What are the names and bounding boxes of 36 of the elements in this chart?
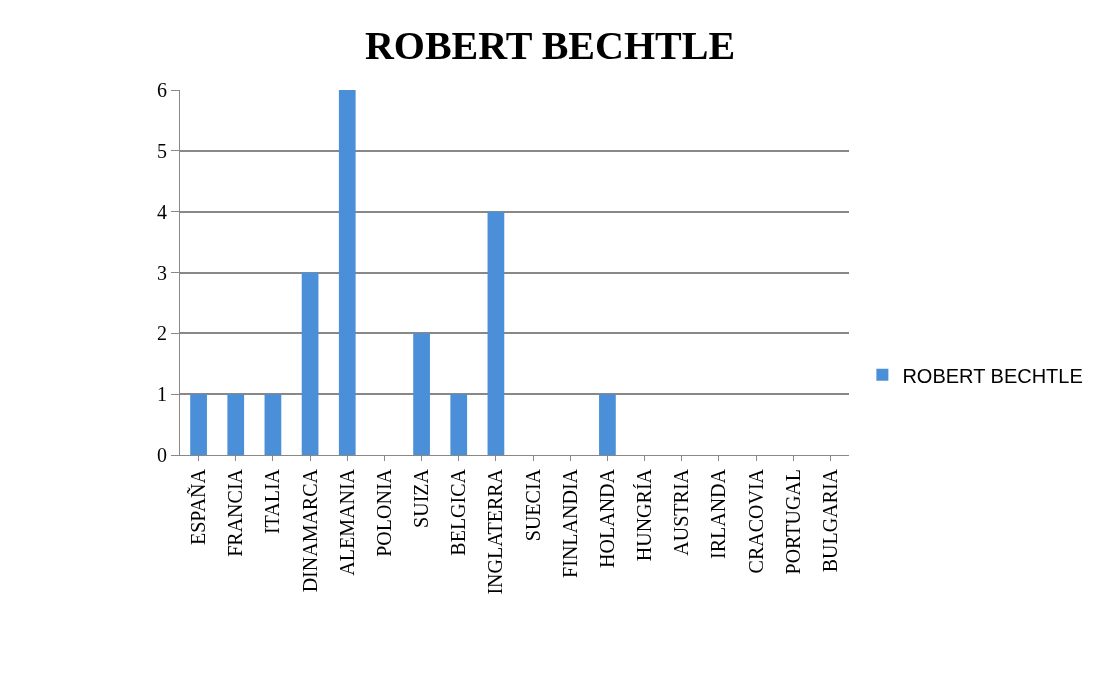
bar	[301, 272, 319, 455]
x-tick-label: ALEMANIA	[335, 468, 358, 576]
y-tick-label: 2	[157, 322, 167, 345]
bar	[450, 394, 468, 455]
x-tick-label: BULGARIA	[818, 468, 841, 573]
x-tick-label: HOLANDA	[595, 468, 618, 568]
x-tick-label: DINAMARCA	[298, 468, 321, 593]
x-tick-label: IRLANDA	[707, 468, 730, 559]
bar	[487, 211, 505, 455]
x-tick-label: SUECIA	[521, 468, 544, 542]
bar	[599, 394, 616, 455]
x-tick-label: CRACOVIA	[744, 468, 767, 574]
x-tick-label: ITALIA	[261, 468, 284, 535]
x-tick-label: PORTUGAL	[781, 469, 804, 575]
x-tick-label: HUNGRÍA	[633, 468, 656, 562]
bar	[264, 394, 282, 455]
x-tick-label: FINLANDIA	[558, 468, 581, 578]
x-tick-label: FRANCIA	[224, 468, 247, 557]
x-tick-label: AUSTRIA	[670, 468, 693, 556]
legend-label: ROBERT BECHTLE	[902, 364, 1083, 387]
x-tick-label: SUIZA	[410, 468, 433, 528]
y-tick-label: 5	[157, 139, 167, 162]
bar	[413, 333, 430, 455]
bar	[338, 90, 356, 455]
x-tick-label: POLONIA	[372, 468, 395, 557]
x-tick-label: ESPAÑA	[186, 468, 210, 545]
y-tick-label: 6	[157, 79, 167, 101]
x-tick-label: INGLATERRA	[484, 468, 507, 595]
y-tick-label: 0	[157, 444, 167, 466]
bar	[227, 394, 245, 455]
y-tick-label: 1	[157, 383, 167, 406]
y-tick-label: 4	[157, 200, 167, 223]
bar	[190, 394, 207, 455]
chart-title: ROBERT BECHTLE	[364, 23, 736, 69]
x-tick-label: BELGICA	[447, 468, 470, 556]
y-tick-label: 3	[157, 261, 167, 284]
